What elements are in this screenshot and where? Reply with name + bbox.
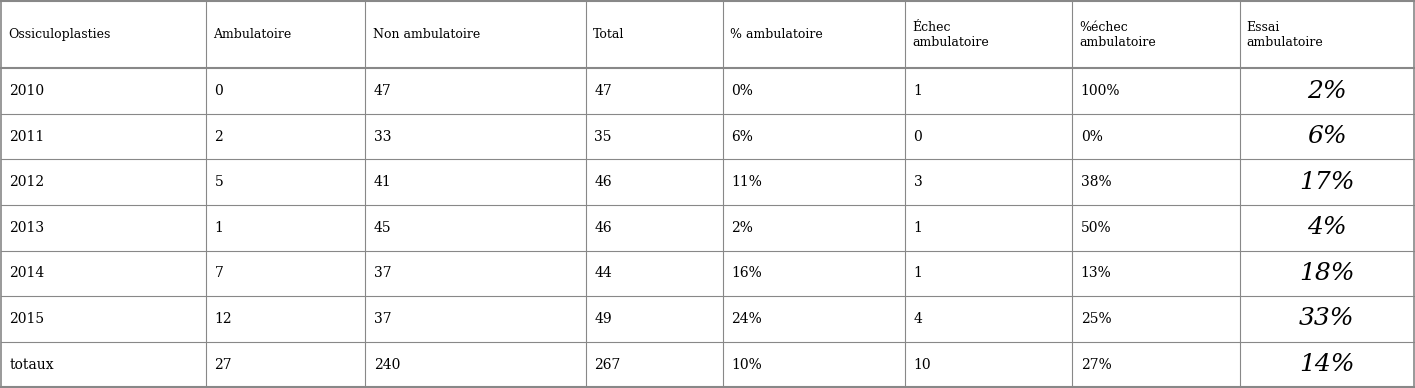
Text: % ambulatoire: % ambulatoire [730, 28, 822, 41]
Text: 44: 44 [594, 267, 613, 281]
Text: 6%: 6% [732, 130, 753, 144]
Text: 33: 33 [374, 130, 392, 144]
Text: 7: 7 [215, 267, 224, 281]
Text: 5: 5 [215, 175, 224, 189]
Text: 1: 1 [215, 221, 224, 235]
Text: 0%: 0% [732, 84, 753, 98]
Text: Ambulatoire: Ambulatoire [214, 28, 291, 41]
Text: 4: 4 [914, 312, 923, 326]
Text: 25%: 25% [1081, 312, 1111, 326]
Text: 2010: 2010 [8, 84, 44, 98]
Text: 17%: 17% [1299, 171, 1354, 194]
Text: 49: 49 [594, 312, 613, 326]
Text: 24%: 24% [732, 312, 761, 326]
Text: 1: 1 [914, 267, 923, 281]
Text: totaux: totaux [8, 357, 54, 372]
Text: 38%: 38% [1081, 175, 1111, 189]
Text: 0%: 0% [1081, 130, 1102, 144]
Text: 41: 41 [374, 175, 392, 189]
Text: 47: 47 [594, 84, 613, 98]
Text: 2012: 2012 [8, 175, 44, 189]
Text: 11%: 11% [732, 175, 763, 189]
Text: Total: Total [593, 28, 624, 41]
Text: 1: 1 [914, 84, 923, 98]
Text: 2011: 2011 [8, 130, 44, 144]
Text: 10%: 10% [732, 357, 761, 372]
Text: 2%: 2% [732, 221, 753, 235]
Text: 2%: 2% [1307, 80, 1347, 103]
Text: 4%: 4% [1307, 217, 1347, 239]
Text: 100%: 100% [1081, 84, 1121, 98]
Text: 33%: 33% [1299, 307, 1354, 331]
Text: 2: 2 [215, 130, 224, 144]
Text: 6%: 6% [1307, 125, 1347, 148]
Text: 0: 0 [914, 130, 923, 144]
Text: Essai
ambulatoire: Essai ambulatoire [1247, 21, 1323, 48]
Text: 14%: 14% [1299, 353, 1354, 376]
Text: 1: 1 [914, 221, 923, 235]
Text: 240: 240 [374, 357, 400, 372]
Text: 2013: 2013 [8, 221, 44, 235]
Text: 37: 37 [374, 267, 392, 281]
Text: 35: 35 [594, 130, 611, 144]
Text: 3: 3 [914, 175, 923, 189]
Text: %échec
ambulatoire: %échec ambulatoire [1080, 21, 1156, 48]
Text: 2015: 2015 [8, 312, 44, 326]
Text: 16%: 16% [732, 267, 761, 281]
Text: 27: 27 [215, 357, 232, 372]
Text: 12: 12 [215, 312, 232, 326]
Text: 37: 37 [374, 312, 392, 326]
Text: 2014: 2014 [8, 267, 44, 281]
Text: 267: 267 [594, 357, 621, 372]
Text: 45: 45 [374, 221, 392, 235]
Text: 0: 0 [215, 84, 224, 98]
Text: 18%: 18% [1299, 262, 1354, 285]
Text: 46: 46 [594, 175, 613, 189]
Text: 47: 47 [374, 84, 392, 98]
Text: Non ambulatoire: Non ambulatoire [372, 28, 480, 41]
Text: Ossiculoplasties: Ossiculoplasties [7, 28, 110, 41]
Text: 46: 46 [594, 221, 613, 235]
Text: 27%: 27% [1081, 357, 1112, 372]
Text: 10: 10 [914, 357, 931, 372]
Text: 50%: 50% [1081, 221, 1111, 235]
Text: 13%: 13% [1081, 267, 1112, 281]
Text: Échec
ambulatoire: Échec ambulatoire [913, 21, 989, 48]
